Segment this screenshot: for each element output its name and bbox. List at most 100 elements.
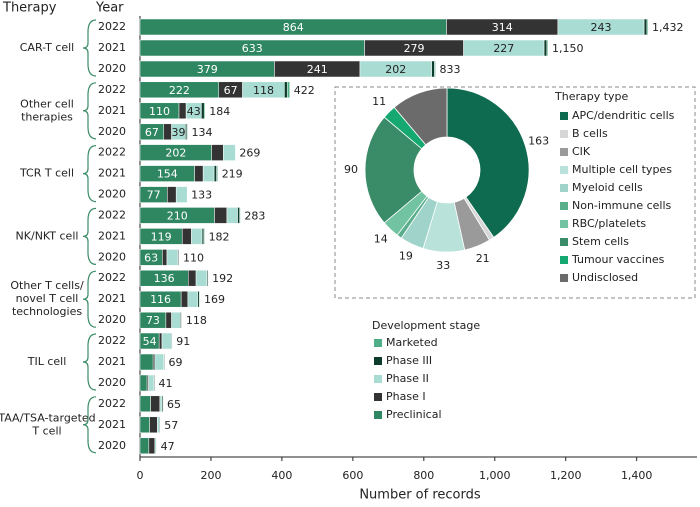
bar-segment: [211, 144, 224, 161]
legend-label: Marketed: [386, 336, 438, 349]
segment-label: 116: [150, 293, 171, 306]
group-label: TCR T cell: [19, 167, 74, 180]
legend-label: Preclinical: [386, 408, 442, 421]
group-label: Other T cells/novel T cell technologies: [10, 279, 84, 318]
legend-swatch: [560, 184, 568, 192]
segment-label: 864: [283, 21, 304, 34]
segment-label: 63: [144, 251, 158, 264]
legend-swatch: [560, 130, 568, 138]
donut-slice: [393, 87, 448, 146]
bar-segment: [175, 186, 188, 203]
total-label: 192: [212, 272, 233, 285]
bar-segment: [178, 102, 187, 120]
slice-label: 14: [374, 232, 388, 245]
legend-title: Development stage: [372, 319, 480, 332]
bar-segment: [139, 437, 150, 455]
bar-segment: [187, 269, 197, 287]
legend-swatch: [560, 166, 568, 174]
bar-segment: [186, 123, 188, 141]
y-tick-label: 2020: [98, 188, 126, 201]
bar-segment: [171, 332, 173, 350]
group-bracket: [82, 396, 97, 454]
header: Year: [95, 1, 124, 16]
legend-label: Tumour vaccines: [571, 253, 665, 266]
bar-segment: [163, 353, 165, 371]
legend-swatch: [560, 256, 568, 264]
bar-segment: [202, 165, 215, 182]
legend-swatch: [374, 411, 382, 419]
legend-label: Phase I: [386, 390, 426, 403]
segment-label: 633: [242, 42, 263, 55]
bar-segment: [191, 228, 203, 245]
legend-swatch: [374, 375, 382, 383]
segment-label: 67: [145, 126, 159, 139]
bar-segment: [154, 353, 165, 371]
legend-swatch: [560, 220, 568, 228]
bar-segment: [163, 123, 172, 141]
y-tick-label: 2021: [98, 167, 126, 180]
legend-swatch: [560, 148, 568, 156]
bar-segment: [284, 81, 288, 99]
y-tick-label: 2020: [98, 125, 126, 138]
total-label: 91: [176, 335, 190, 348]
bar-segment: [162, 249, 168, 266]
y-tick-label: 2022: [98, 271, 126, 284]
slice-label: 11: [372, 95, 386, 108]
bar-segment: [237, 207, 240, 224]
group-label: NK/NKT cell: [16, 229, 79, 242]
legend-label: Phase II: [386, 372, 429, 385]
y-tick-label: 2021: [98, 41, 126, 54]
bar-segment: [194, 165, 204, 182]
legend-label: CIK: [572, 145, 591, 158]
x-tick-label: 1,000: [479, 469, 511, 482]
legend-label: Non-immune cells: [572, 199, 672, 212]
bar-segment: [139, 416, 150, 434]
total-label: 57: [164, 419, 178, 432]
bar-segment: [646, 18, 649, 36]
total-label: 134: [192, 126, 213, 139]
segment-label: 43: [187, 105, 201, 118]
total-label: 65: [167, 398, 181, 411]
group-bracket: [82, 145, 97, 203]
segment-label: 202: [165, 147, 186, 160]
bar-segment: [201, 102, 205, 120]
segment-label: 54: [143, 335, 157, 348]
bar-segment: [159, 395, 163, 413]
legend-swatch: [374, 357, 382, 365]
group-label: Other cell therapies: [20, 97, 74, 123]
legend-swatch: [560, 202, 568, 210]
legend-label: Myeloid cells: [572, 181, 643, 194]
segment-label: 210: [167, 209, 188, 222]
group-bracket: [82, 207, 97, 265]
y-tick-label: 2022: [98, 334, 126, 347]
x-tick-label: 200: [200, 469, 221, 482]
total-label: 169: [204, 293, 225, 306]
segment-label: 279: [404, 42, 425, 55]
bar-segment: [167, 186, 177, 203]
segment-label: 118: [253, 84, 274, 97]
slice-label: 19: [399, 250, 413, 263]
y-tick-label: 2021: [98, 418, 126, 431]
segment-label: 314: [492, 21, 513, 34]
y-tick-label: 2020: [98, 376, 126, 389]
bar-segment: [158, 332, 163, 350]
total-label: 110: [183, 251, 204, 264]
x-tick-label: 800: [413, 469, 434, 482]
total-label: 219: [222, 168, 243, 181]
bar-segment: [139, 374, 148, 392]
y-tick-label: 2022: [98, 208, 126, 221]
y-tick-label: 2021: [98, 104, 126, 117]
segment-label: 243: [591, 21, 612, 34]
slice-label: 163: [528, 134, 549, 147]
group-bracket: [82, 333, 97, 391]
bar-segment: [150, 395, 161, 413]
legend-label: B cells: [572, 127, 608, 140]
bar-segment: [187, 290, 199, 308]
segment-label: 119: [151, 230, 172, 243]
segment-label: 202: [385, 63, 406, 76]
legend-label: Stem cells: [572, 235, 629, 248]
legend-swatch: [560, 238, 568, 246]
total-label: 41: [159, 377, 173, 390]
segment-label: 379: [197, 63, 218, 76]
